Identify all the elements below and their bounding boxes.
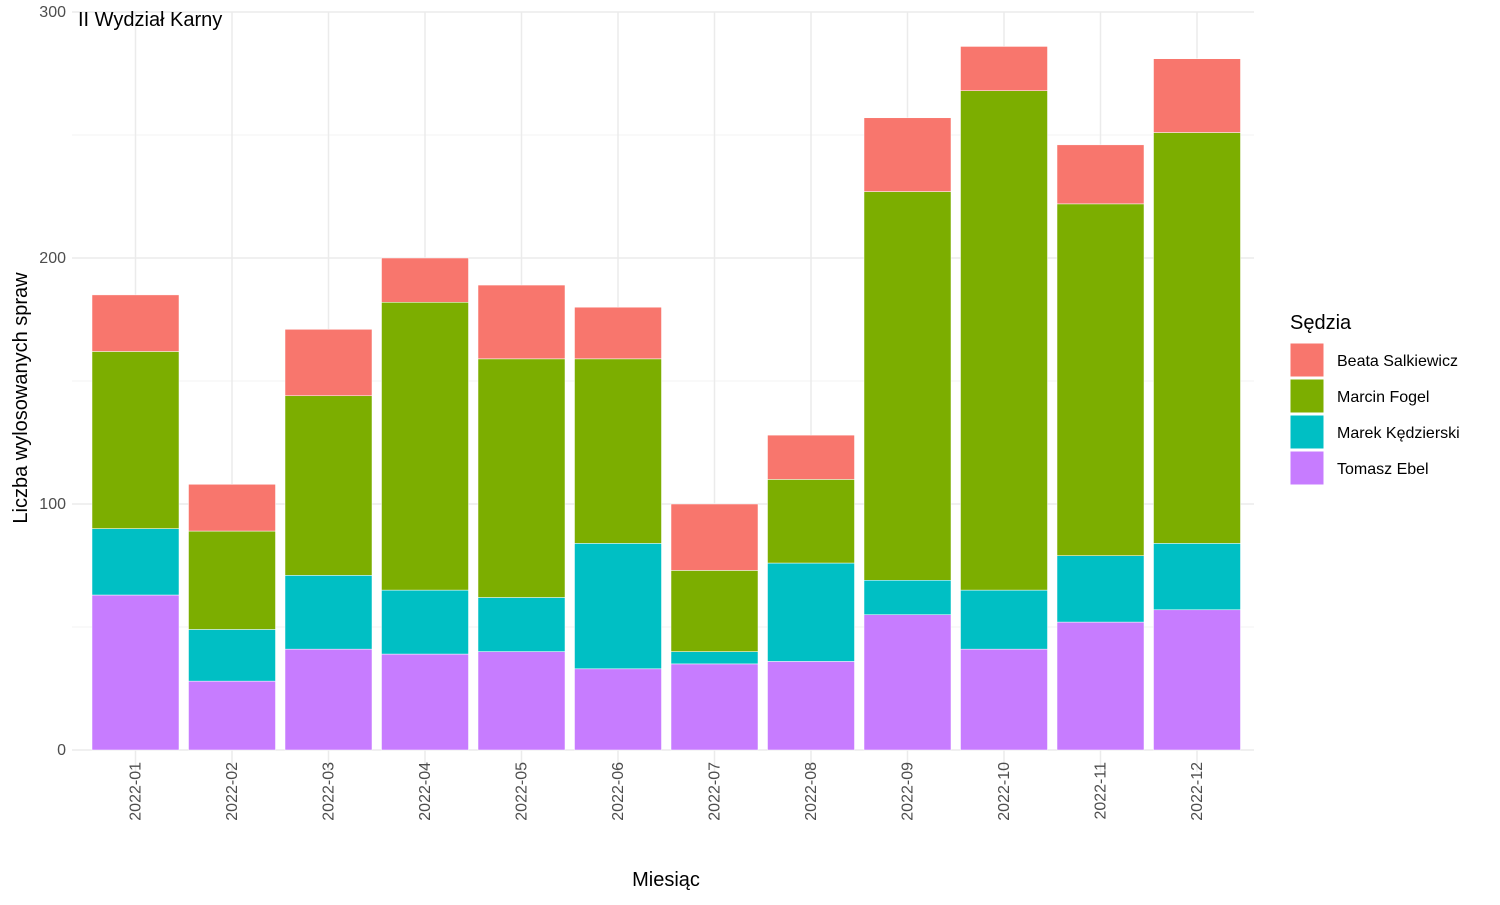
legend-key-swatch — [1289, 342, 1325, 378]
bar-segment — [284, 575, 373, 650]
bar-segment — [960, 46, 1048, 91]
bar-segment — [574, 358, 662, 544]
legend-entry-label: Marcin Fogel — [1337, 389, 1429, 406]
axes: 0 100 200 300 2022-01 2022-02 2022-03 2022-04 20… — [39, 4, 1206, 821]
bar-segment — [960, 90, 1048, 591]
bar-segment — [381, 589, 469, 655]
bar-segment — [767, 479, 855, 564]
bar-segment — [670, 570, 759, 652]
bar-segment — [767, 661, 855, 751]
x-tick-label: 2022-05 — [514, 762, 531, 821]
bar-segment — [284, 395, 373, 576]
x-tick-label: 2022-06 — [610, 762, 627, 821]
x-tick-label: 2022-02 — [224, 762, 241, 821]
bar-segment — [670, 503, 759, 571]
bar-segment — [477, 597, 566, 652]
bar-segment — [1056, 621, 1145, 751]
bar-segment — [381, 302, 469, 591]
bar-segment — [188, 484, 276, 532]
x-tick-label: 2022-10 — [996, 762, 1013, 821]
bar-segment — [960, 648, 1048, 751]
y-tick-label: 0 — [57, 742, 66, 759]
x-tick-label: 2022-07 — [707, 762, 724, 821]
bar-segment — [767, 434, 855, 480]
bar-segment — [1056, 203, 1145, 556]
bar-segment — [477, 284, 566, 360]
bar-segment — [1153, 58, 1241, 133]
chart-title: II Wydział Karny — [78, 9, 222, 31]
legend-key-swatch — [1289, 414, 1325, 450]
bar-segment — [381, 653, 469, 751]
bar-segment — [574, 543, 662, 670]
bars — [91, 46, 1241, 751]
bar-segment — [188, 680, 276, 751]
x-tick-label: 2022-03 — [321, 762, 338, 821]
bar-segment — [863, 580, 952, 615]
y-tick-label: 100 — [39, 496, 66, 513]
x-axis-title: Miesiąc — [632, 869, 700, 891]
bar-segment — [863, 191, 952, 581]
legend-key-swatch — [1289, 450, 1325, 486]
legend: Sędzia Beata Salkiewicz Marcin Fogel Marek… — [1289, 312, 1460, 486]
bar-segment — [284, 329, 373, 397]
bar-segment — [1153, 132, 1241, 544]
legend-entry-label: Marek Kędzierski — [1337, 425, 1460, 442]
x-tick-label: 2022-01 — [128, 762, 145, 821]
x-tick-label: 2022-12 — [1189, 762, 1206, 821]
legend-key-swatch — [1289, 378, 1325, 414]
bar-segment — [1056, 144, 1145, 205]
bar-segment — [284, 648, 373, 751]
bar-segment — [381, 257, 469, 303]
bar-segment — [863, 614, 952, 751]
bar-segment — [91, 528, 180, 596]
x-tick-label: 2022-09 — [900, 762, 917, 821]
legend-title: Sędzia — [1290, 312, 1352, 334]
legend-entry-label: Beata Salkiewicz — [1337, 353, 1458, 370]
bar-segment — [670, 651, 759, 665]
y-tick-label: 300 — [39, 4, 66, 21]
legend-entry-label: Tomasz Ebel — [1337, 461, 1429, 478]
bar-segment — [960, 589, 1048, 650]
bar-segment — [670, 663, 759, 751]
bar-segment — [574, 668, 662, 751]
bar-segment — [91, 594, 180, 751]
y-axis-title: Liczba wylosowanych spraw — [10, 272, 32, 524]
x-tick-label: 2022-08 — [803, 762, 820, 821]
bar-segment — [477, 651, 566, 751]
bar-segment — [863, 117, 952, 192]
bar-segment — [574, 306, 662, 360]
bar-segment — [1056, 555, 1145, 623]
y-tick-label: 200 — [39, 250, 66, 267]
bar-segment — [1153, 543, 1241, 611]
bar-segment — [477, 358, 566, 598]
x-tick-label: 2022-11 — [1093, 762, 1110, 820]
bar-segment — [91, 294, 180, 352]
x-tick-label: 2022-04 — [417, 762, 434, 821]
bar-segment — [1153, 609, 1241, 751]
bar-segment — [91, 351, 180, 529]
bar-segment — [188, 530, 276, 630]
bar-segment — [767, 562, 855, 662]
bar-segment — [188, 629, 276, 682]
